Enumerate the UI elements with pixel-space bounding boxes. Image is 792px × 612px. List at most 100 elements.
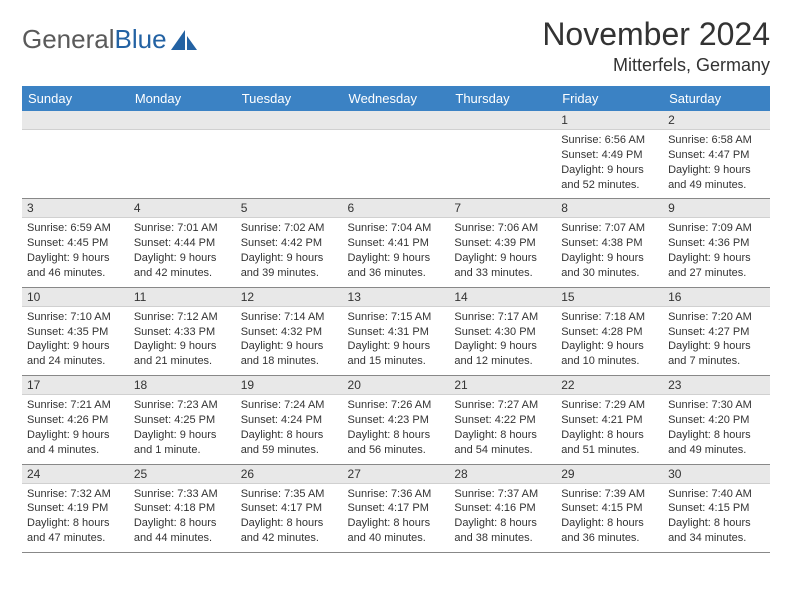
day-data: Sunrise: 7:40 AMSunset: 4:15 PMDaylight:… <box>663 484 770 552</box>
daylight-line2: and 34 minutes. <box>668 531 765 546</box>
daylight-line2: and 30 minutes. <box>561 266 658 281</box>
calendar-row: 17Sunrise: 7:21 AMSunset: 4:26 PMDayligh… <box>22 376 770 464</box>
day-cell: 17Sunrise: 7:21 AMSunset: 4:26 PMDayligh… <box>22 376 129 464</box>
daylight-line1: Daylight: 8 hours <box>454 516 551 531</box>
sunrise: Sunrise: 7:37 AM <box>454 487 551 502</box>
day-data: Sunrise: 7:18 AMSunset: 4:28 PMDaylight:… <box>556 307 663 375</box>
calendar-row: 1Sunrise: 6:56 AMSunset: 4:49 PMDaylight… <box>22 111 770 199</box>
weekday-header: Friday <box>556 86 663 111</box>
sunset: Sunset: 4:21 PM <box>561 413 658 428</box>
sunrise: Sunrise: 7:32 AM <box>27 487 124 502</box>
empty-cell <box>449 111 556 199</box>
daylight-line1: Daylight: 8 hours <box>348 516 445 531</box>
daylight-line1: Daylight: 9 hours <box>134 339 231 354</box>
day-number: 17 <box>22 376 129 395</box>
sunrise: Sunrise: 7:12 AM <box>134 310 231 325</box>
header: GeneralBlue November 2024 Mitterfels, Ge… <box>22 16 770 76</box>
day-number: 4 <box>129 199 236 218</box>
daylight-line1: Daylight: 9 hours <box>668 163 765 178</box>
day-data: Sunrise: 7:10 AMSunset: 4:35 PMDaylight:… <box>22 307 129 375</box>
daylight-line1: Daylight: 8 hours <box>241 428 338 443</box>
day-number: 8 <box>556 199 663 218</box>
empty-daynum <box>449 111 556 130</box>
logo-part1: General <box>22 24 115 54</box>
daylight-line1: Daylight: 9 hours <box>561 339 658 354</box>
day-number: 26 <box>236 465 343 484</box>
sunrise: Sunrise: 6:59 AM <box>27 221 124 236</box>
day-data: Sunrise: 7:35 AMSunset: 4:17 PMDaylight:… <box>236 484 343 552</box>
daylight-line1: Daylight: 9 hours <box>348 339 445 354</box>
sunset: Sunset: 4:38 PM <box>561 236 658 251</box>
daylight-line1: Daylight: 8 hours <box>454 428 551 443</box>
daylight-line1: Daylight: 9 hours <box>134 428 231 443</box>
daylight-line1: Daylight: 9 hours <box>454 251 551 266</box>
day-cell: 24Sunrise: 7:32 AMSunset: 4:19 PMDayligh… <box>22 464 129 552</box>
sunset: Sunset: 4:41 PM <box>348 236 445 251</box>
day-data: Sunrise: 7:37 AMSunset: 4:16 PMDaylight:… <box>449 484 556 552</box>
sunrise: Sunrise: 7:27 AM <box>454 398 551 413</box>
weekday-header: Saturday <box>663 86 770 111</box>
weekday-header-row: SundayMondayTuesdayWednesdayThursdayFrid… <box>22 86 770 111</box>
day-cell: 5Sunrise: 7:02 AMSunset: 4:42 PMDaylight… <box>236 199 343 287</box>
day-number: 6 <box>343 199 450 218</box>
day-cell: 3Sunrise: 6:59 AMSunset: 4:45 PMDaylight… <box>22 199 129 287</box>
day-data: Sunrise: 7:29 AMSunset: 4:21 PMDaylight:… <box>556 395 663 463</box>
sunset: Sunset: 4:19 PM <box>27 501 124 516</box>
sunset: Sunset: 4:28 PM <box>561 325 658 340</box>
sunset: Sunset: 4:20 PM <box>668 413 765 428</box>
sunrise: Sunrise: 7:35 AM <box>241 487 338 502</box>
sunset: Sunset: 4:36 PM <box>668 236 765 251</box>
logo-part2: Blue <box>115 24 167 54</box>
daylight-line2: and 33 minutes. <box>454 266 551 281</box>
day-number: 9 <box>663 199 770 218</box>
daylight-line2: and 42 minutes. <box>241 531 338 546</box>
sunset: Sunset: 4:33 PM <box>134 325 231 340</box>
day-number: 22 <box>556 376 663 395</box>
daylight-line1: Daylight: 9 hours <box>561 251 658 266</box>
sunset: Sunset: 4:22 PM <box>454 413 551 428</box>
daylight-line1: Daylight: 9 hours <box>561 163 658 178</box>
daylight-line1: Daylight: 9 hours <box>241 339 338 354</box>
day-number: 3 <box>22 199 129 218</box>
day-number: 2 <box>663 111 770 130</box>
sunrise: Sunrise: 6:58 AM <box>668 133 765 148</box>
day-cell: 29Sunrise: 7:39 AMSunset: 4:15 PMDayligh… <box>556 464 663 552</box>
day-number: 21 <box>449 376 556 395</box>
day-number: 10 <box>22 288 129 307</box>
daylight-line1: Daylight: 8 hours <box>668 428 765 443</box>
day-cell: 27Sunrise: 7:36 AMSunset: 4:17 PMDayligh… <box>343 464 450 552</box>
daylight-line1: Daylight: 8 hours <box>561 428 658 443</box>
daylight-line1: Daylight: 9 hours <box>668 251 765 266</box>
sunset: Sunset: 4:44 PM <box>134 236 231 251</box>
sunset: Sunset: 4:39 PM <box>454 236 551 251</box>
sunset: Sunset: 4:31 PM <box>348 325 445 340</box>
sunrise: Sunrise: 7:09 AM <box>668 221 765 236</box>
day-data: Sunrise: 6:58 AMSunset: 4:47 PMDaylight:… <box>663 130 770 198</box>
day-cell: 28Sunrise: 7:37 AMSunset: 4:16 PMDayligh… <box>449 464 556 552</box>
day-number: 29 <box>556 465 663 484</box>
weekday-header: Thursday <box>449 86 556 111</box>
daylight-line2: and 51 minutes. <box>561 443 658 458</box>
day-cell: 11 Sunrise: 7:12 AMSunset: 4:33 PMDayligh… <box>129 287 236 375</box>
sunset: Sunset: 4:26 PM <box>27 413 124 428</box>
daylight-line2: and 10 minutes. <box>561 354 658 369</box>
day-cell: 4Sunrise: 7:01 AMSunset: 4:44 PMDaylight… <box>129 199 236 287</box>
daylight-line2: and 7 minutes. <box>668 354 765 369</box>
daylight-line2: and 44 minutes. <box>134 531 231 546</box>
day-data: Sunrise: 7:27 AMSunset: 4:22 PMDaylight:… <box>449 395 556 463</box>
day-data: Sunrise: 7:36 AMSunset: 4:17 PMDaylight:… <box>343 484 450 552</box>
day-number: 11 <box>129 288 236 307</box>
day-cell: 15Sunrise: 7:18 AMSunset: 4:28 PMDayligh… <box>556 287 663 375</box>
daylight-line1: Daylight: 9 hours <box>134 251 231 266</box>
sunrise: Sunrise: 7:14 AM <box>241 310 338 325</box>
daylight-line1: Daylight: 8 hours <box>27 516 124 531</box>
sunset: Sunset: 4:15 PM <box>561 501 658 516</box>
sunrise: Sunrise: 7:06 AM <box>454 221 551 236</box>
day-data: Sunrise: 7:15 AMSunset: 4:31 PMDaylight:… <box>343 307 450 375</box>
day-data: Sunrise: 7:21 AMSunset: 4:26 PMDaylight:… <box>22 395 129 463</box>
day-cell: 30Sunrise: 7:40 AMSunset: 4:15 PMDayligh… <box>663 464 770 552</box>
day-cell: 26Sunrise: 7:35 AMSunset: 4:17 PMDayligh… <box>236 464 343 552</box>
day-number: 23 <box>663 376 770 395</box>
daylight-line2: and 4 minutes. <box>27 443 124 458</box>
day-data: Sunrise: 7:14 AMSunset: 4:32 PMDaylight:… <box>236 307 343 375</box>
